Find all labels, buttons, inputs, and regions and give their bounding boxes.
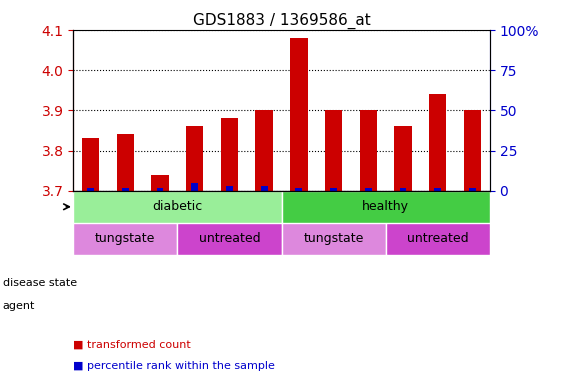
Bar <box>226 186 233 191</box>
Bar <box>394 126 412 191</box>
Bar <box>290 38 307 191</box>
Bar <box>157 188 163 191</box>
Bar <box>429 94 446 191</box>
Text: untreated: untreated <box>407 232 468 245</box>
FancyBboxPatch shape <box>73 223 177 255</box>
Bar <box>365 188 372 191</box>
Text: disease state: disease state <box>3 278 77 288</box>
Bar <box>82 138 99 191</box>
Bar <box>360 110 377 191</box>
Bar <box>325 110 342 191</box>
Bar <box>464 110 481 191</box>
FancyBboxPatch shape <box>282 191 490 223</box>
FancyBboxPatch shape <box>386 223 490 255</box>
FancyBboxPatch shape <box>73 191 282 223</box>
Title: GDS1883 / 1369586_at: GDS1883 / 1369586_at <box>193 12 370 28</box>
Text: agent: agent <box>3 301 35 310</box>
Text: healthy: healthy <box>362 200 409 213</box>
Bar <box>469 188 476 191</box>
Bar <box>87 188 94 191</box>
Bar <box>400 188 406 191</box>
Bar <box>122 188 129 191</box>
Bar <box>434 188 441 191</box>
Bar <box>296 188 302 191</box>
Text: untreated: untreated <box>199 232 260 245</box>
Text: ■ transformed count: ■ transformed count <box>73 340 191 350</box>
Bar <box>221 118 238 191</box>
Bar <box>191 183 198 191</box>
Bar <box>330 188 337 191</box>
Bar <box>151 175 169 191</box>
Bar <box>117 135 134 191</box>
FancyBboxPatch shape <box>177 223 282 255</box>
FancyBboxPatch shape <box>282 223 386 255</box>
Text: ■ percentile rank within the sample: ■ percentile rank within the sample <box>73 361 275 370</box>
Bar <box>256 110 273 191</box>
Bar <box>186 126 203 191</box>
Text: diabetic: diabetic <box>152 200 203 213</box>
Text: tungstate: tungstate <box>95 232 155 245</box>
Bar <box>261 186 267 191</box>
Text: tungstate: tungstate <box>303 232 364 245</box>
